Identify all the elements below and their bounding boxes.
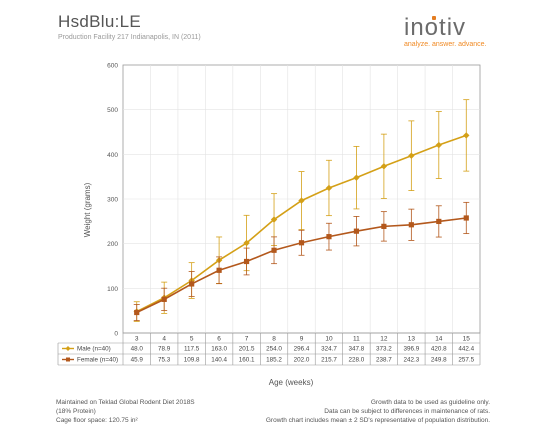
data-point-square [189,281,195,287]
x-tick-label: 6 [217,336,221,343]
data-point-square [243,258,250,265]
y-tick-label: 300 [107,197,118,204]
data-point-square [216,267,222,273]
x-tick-label: 11 [353,336,360,343]
data-label: 202.0 [294,357,310,364]
data-point-square [134,309,140,316]
data-point-diamond [353,174,360,181]
y-tick-label: 600 [107,63,118,70]
data-label: 163.0 [211,346,227,353]
data-label: 201.5 [239,346,255,353]
x-tick-label: 12 [380,336,388,343]
data-label: 140.4 [211,357,227,364]
data-point-square [408,222,414,228]
data-label: 117.5 [184,346,200,353]
data-label: 228.0 [349,357,365,364]
data-label: 48.0 [131,346,144,353]
data-point-diamond [270,216,278,223]
data-point-diamond [380,163,388,170]
diet-line: Maintained on Teklad Global Rodent Diet … [56,399,195,406]
data-label: 296.4 [294,346,310,353]
page-title: HsdBlu:LE [58,12,142,31]
logo-accent-dot [432,16,436,20]
data-point-square [381,223,387,229]
data-label: 215.7 [321,357,337,364]
data-point-square [271,247,277,253]
data-point-diamond [243,239,250,247]
disclaimer-line: Growth chart includes mean ± 2 SD's repr… [265,417,490,424]
x-tick-label: 10 [325,336,333,343]
x-tick-label: 7 [245,336,249,343]
disclaimer: Growth data to be used as guideline only… [266,398,490,425]
growth-chart: 0 100 200 300 400 500 600 Weight (grams) 3 4 5 6 7… [57,63,481,387]
data-point-square [161,296,167,302]
data-point-square [298,240,305,246]
data-label: 109.8 [184,357,200,364]
legend-marker-square [66,357,70,362]
data-label: 347.8 [349,346,365,353]
y-tick-label: 0 [114,331,118,338]
data-label: 442.4 [458,346,474,353]
chart-grid [122,64,481,334]
cage-space-line: Cage floor space: 120.75 in² [56,417,138,424]
x-axis-label: Age (weeks) [269,378,314,387]
data-point-square [326,234,332,240]
female-series [133,201,470,321]
x-tick-label: 14 [435,336,443,343]
y-axis: 0 100 200 300 400 500 600 [107,63,118,338]
y-axis-label: Weight (grams) [83,182,92,237]
data-point-diamond [298,197,305,204]
data-label: 160.1 [239,357,255,364]
x-tick-label: 13 [408,336,416,343]
diet-info: Maintained on Teklad Global Rodent Diet … [56,398,195,425]
data-label: 420.8 [431,346,447,353]
data-point-square [353,228,360,234]
legend-label: Male (n=40) [77,346,111,353]
data-label: 373.2 [376,346,392,353]
disclaimer-line: Data can be subject to differences in ma… [324,408,490,415]
chart-series [133,99,470,322]
data-label: 254.0 [266,346,282,353]
protein-line: (18% Protein) [56,408,96,415]
x-tick-label: 4 [162,336,166,343]
legend-label: Female (n=40) [77,357,118,364]
x-tick-label: 8 [272,336,276,343]
data-table: 3 4 5 6 7 8 9 10 11 12 13 14 15 Male (n=40) 48.0 78.9 11… [57,332,481,366]
y-tick-label: 100 [107,286,118,293]
x-tick-label: 15 [463,336,471,343]
data-point-square [436,218,442,225]
data-point-diamond [408,152,415,159]
x-tick-label: 5 [190,336,194,343]
data-label: 185.2 [266,357,282,364]
data-label: 249.8 [431,357,447,364]
brand-tagline: analyze. answer. advance. [404,41,487,48]
legend-marker-diamond [65,346,71,351]
data-point-square [463,215,469,221]
y-tick-label: 500 [107,107,118,114]
data-point-diamond [463,132,470,139]
data-label: 242.3 [403,357,419,364]
x-tick-label: 3 [135,336,139,343]
x-tick-label: 9 [300,336,304,343]
data-label: 75.3 [158,357,171,364]
data-label: 45.9 [131,357,144,364]
data-point-diamond [435,141,443,149]
data-label: 324.7 [321,346,337,353]
y-tick-label: 400 [107,152,118,159]
data-label: 238.7 [376,357,392,364]
data-label: 396.9 [403,346,419,353]
page-subtitle: Production Facility 217 Indianapolis, IN… [58,34,201,41]
disclaimer-line: Growth data to be used as guideline only… [370,399,490,406]
data-label: 257.5 [458,357,474,364]
y-tick-label: 200 [107,241,118,248]
data-label: 78.9 [158,346,171,353]
data-point-diamond [325,184,333,192]
